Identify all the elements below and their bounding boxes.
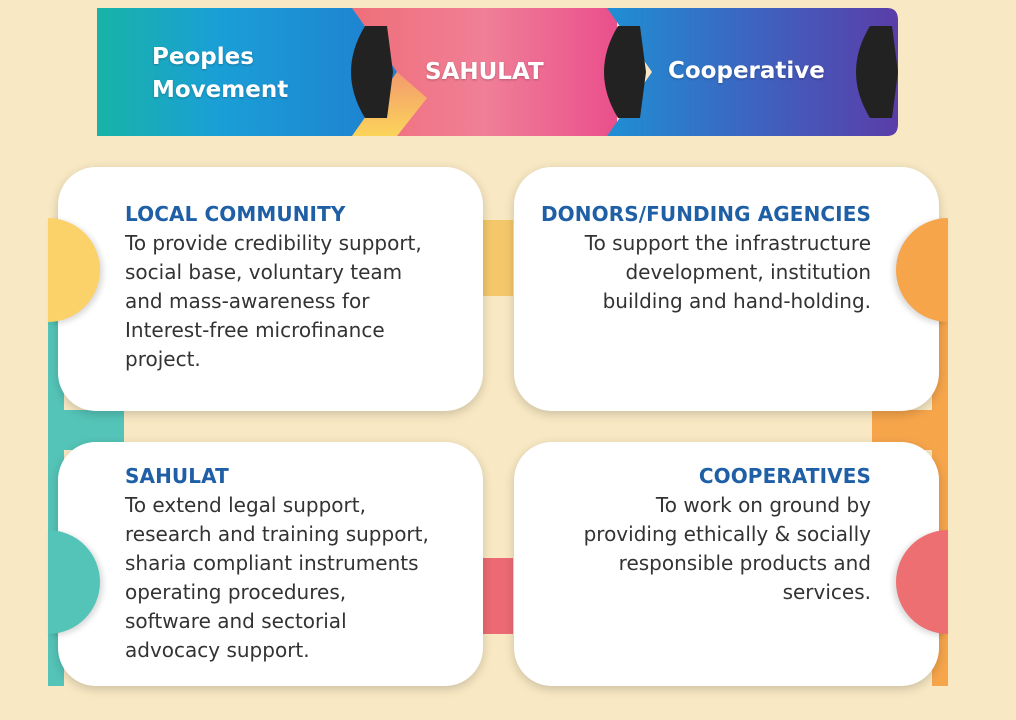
arrow-head-2 [604,26,646,118]
card-donors-text: DONORS/FUNDING AGENCIES To support the i… [541,200,871,316]
card-donors-line: To support the infrastructure [584,231,871,255]
card-cooperatives-title: COOPERATIVES [698,464,871,488]
card-local-community-line: and mass-awareness for [125,289,370,313]
segment-1-label: Peoples Movement [152,41,288,107]
segment-3 [607,8,898,136]
coral-connector [483,558,513,634]
card-sahulat: SAHULAT To extend legal support, researc… [58,442,483,686]
card-donors-title: DONORS/FUNDING AGENCIES [540,202,871,226]
card-donors-line: building and hand-holding. [602,289,871,313]
card-sahulat-title: SAHULAT [125,464,229,488]
card-donors-line: development, institution [625,260,871,284]
banner: Peoples Movement SAHULAT Cooperative [97,8,898,136]
card-local-community-line: Interest-free microfinance [125,318,385,342]
card-cooperatives-line: responsible products and [618,551,871,575]
card-cooperatives-line: providing ethically & socially [583,522,871,546]
card-cooperatives-text: COOPERATIVES To work on ground by provid… [584,462,871,607]
banner-graphic [97,8,898,136]
card-sahulat-line: sharia compliant instruments [125,551,419,575]
card-sahulat-line: research and training support, [125,522,429,546]
segment-3-label: Cooperative [668,58,825,84]
card-local-community-line: To provide credibility support, [125,231,422,255]
arrow-head-1 [351,26,393,118]
card-local-community-line: project. [125,347,201,371]
card-cooperatives-line: services. [782,580,871,604]
card-local-community-text: LOCAL COMMUNITY To provide credibility s… [125,200,422,374]
card-sahulat-line: software and sectorial [125,609,347,633]
card-sahulat-line: operating procedures, [125,580,347,604]
segment-1-label-line-2: Movement [152,77,289,103]
segment-1-label-line-1: Peoples [152,44,254,70]
card-sahulat-line: advocacy support. [125,638,310,662]
card-local-community: LOCAL COMMUNITY To provide credibility s… [58,167,483,411]
segment-1 [97,8,397,136]
arrow-head-3 [856,26,898,118]
card-sahulat-text: SAHULAT To extend legal support, researc… [125,462,429,665]
card-cooperatives: COOPERATIVES To work on ground by provid… [514,442,939,686]
card-cooperatives-line: To work on ground by [655,493,871,517]
card-local-community-line: social base, voluntary team [125,260,403,284]
segment-2-accent [352,72,427,136]
yellow-connector [483,220,513,296]
card-sahulat-line: To extend legal support, [125,493,366,517]
card-donors: DONORS/FUNDING AGENCIES To support the i… [514,167,939,411]
segment-2-label: SAHULAT [425,59,544,85]
card-local-community-title: LOCAL COMMUNITY [125,202,346,226]
